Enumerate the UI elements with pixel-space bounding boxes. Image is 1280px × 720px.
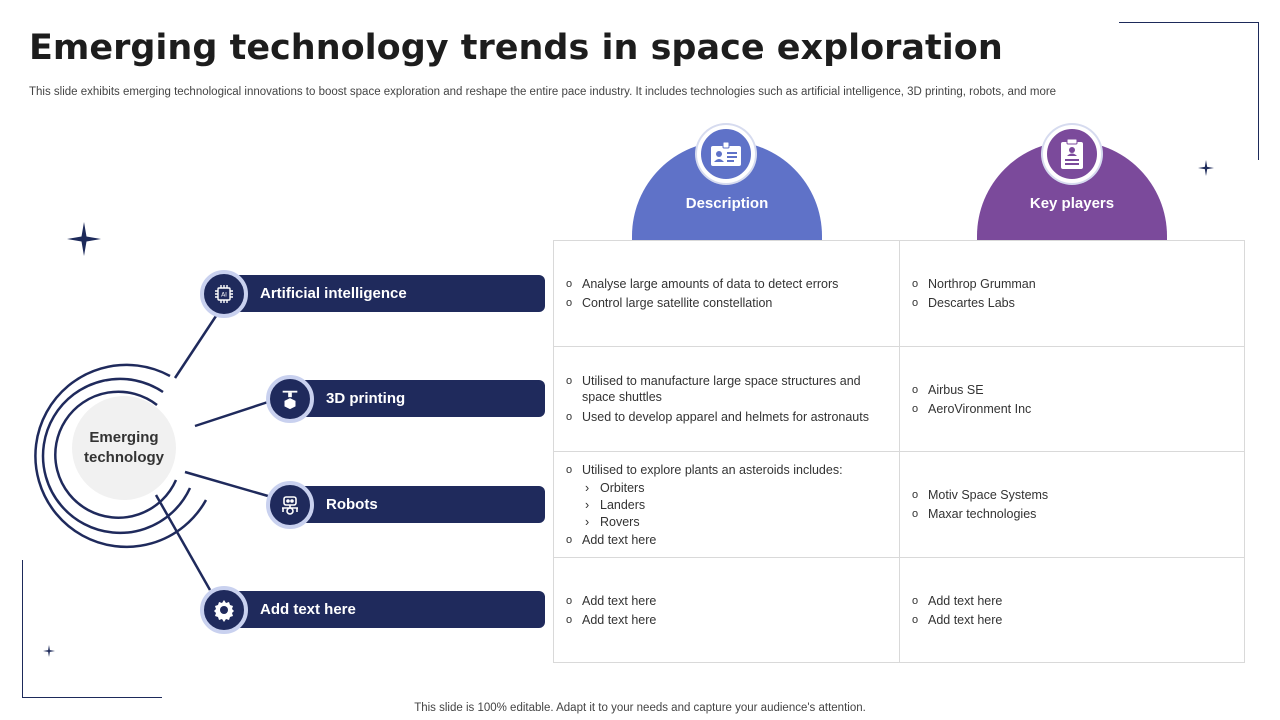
tech-item-3d-printing: 3D printing xyxy=(290,380,545,417)
players-cell: Motiv Space Systems Maxar technologies xyxy=(910,486,1235,524)
page-title: Emerging technology trends in space expl… xyxy=(29,28,1003,68)
list-item: Add text here xyxy=(910,611,1235,630)
hub-circle xyxy=(72,396,176,500)
frame-corner-top-right-vertical xyxy=(1258,22,1259,160)
hub-label: Emerging technology xyxy=(83,429,164,466)
list-item: Analyse large amounts of data to detect … xyxy=(564,275,889,294)
star-icon xyxy=(43,645,55,657)
list-item: Northrop Grumman xyxy=(910,275,1235,294)
table-divider xyxy=(553,346,1245,347)
description-cell: Add text here Add text here xyxy=(564,592,889,630)
list-item: Add text here xyxy=(910,592,1235,611)
svg-text:AI: AI xyxy=(221,292,227,299)
id-card-icon xyxy=(697,125,755,183)
tech-item-add-text: Add text here xyxy=(224,591,545,628)
list-item: Used to develop apparel and helmets for … xyxy=(564,408,886,427)
clipboard-user-icon xyxy=(1043,125,1101,183)
frame-corner-bottom-left xyxy=(22,560,23,698)
robot-icon xyxy=(266,481,314,529)
frame-corner-top-right xyxy=(1119,22,1259,23)
description-cell: Utilised to explore plants an asteroids … xyxy=(564,461,889,550)
sub-list-item: Rovers xyxy=(564,514,889,531)
list-item: Utilised to explore plants an asteroids … xyxy=(564,461,889,480)
list-item: Utilised to manufacture large space stru… xyxy=(564,373,886,405)
list-item: Control large satellite constellation xyxy=(564,294,889,313)
tech-item-robots: Robots xyxy=(290,486,545,523)
list-item: Airbus SE xyxy=(910,381,1235,400)
ai-chip-icon: AI xyxy=(200,270,248,318)
list-item: Add text here xyxy=(564,531,889,550)
players-cell: Add text here Add text here xyxy=(910,592,1235,630)
list-item: Add text here xyxy=(564,592,889,611)
table-divider xyxy=(553,451,1245,452)
3d-printer-icon xyxy=(266,375,314,423)
sub-list-item: Landers xyxy=(564,497,889,514)
hub-diagram xyxy=(34,315,269,591)
frame-corner-bottom-left-horizontal xyxy=(22,697,162,698)
players-cell: Airbus SE AeroVironment Inc xyxy=(910,381,1235,419)
star-icon xyxy=(67,222,101,256)
table-divider xyxy=(553,557,1245,558)
sub-list-item: Orbiters xyxy=(564,480,889,497)
description-header-label: Description xyxy=(685,195,769,212)
star-icon xyxy=(1198,160,1214,176)
list-item: Motiv Space Systems xyxy=(910,486,1235,505)
tech-item-artificial-intelligence: Artificial intelligence xyxy=(224,275,545,312)
list-item: Maxar technologies xyxy=(910,505,1235,524)
list-item: Add text here xyxy=(564,611,889,630)
list-item: AeroVironment Inc xyxy=(910,400,1235,419)
description-cell: Analyse large amounts of data to detect … xyxy=(564,275,889,313)
players-cell: Northrop Grumman Descartes Labs xyxy=(910,275,1235,313)
footer-note: This slide is 100% editable. Adapt it to… xyxy=(414,702,866,714)
key-players-header-label: Key players xyxy=(1029,195,1115,212)
description-cell: Utilised to manufacture large space stru… xyxy=(564,373,886,427)
list-item: Descartes Labs xyxy=(910,294,1235,313)
page-subtitle: This slide exhibits emerging technologic… xyxy=(29,86,1057,98)
gear-icon xyxy=(200,586,248,634)
